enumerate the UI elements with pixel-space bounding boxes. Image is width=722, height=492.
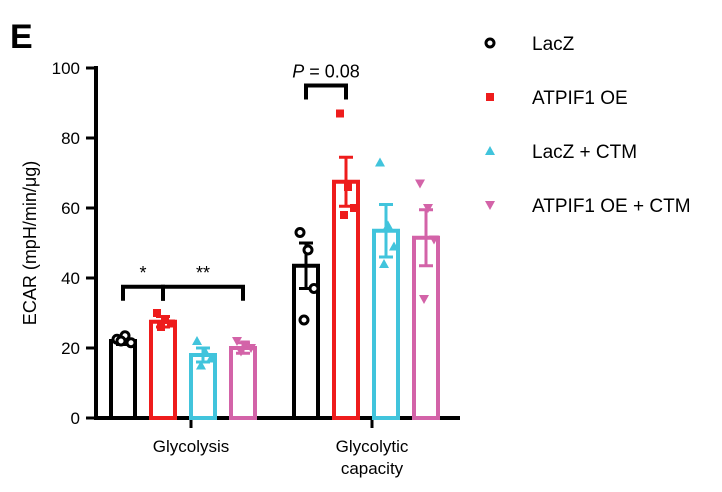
data-point — [157, 323, 165, 331]
data-point — [167, 319, 175, 328]
significance-bracket — [161, 284, 245, 301]
x-tick-label: Glycolysis — [153, 437, 230, 456]
significance-annotations: * **P = 0.08 — [121, 62, 360, 301]
significance-label-rest: = 0.08 — [304, 62, 360, 82]
y-axis-label: ECAR (mpH/min/μg) — [20, 161, 40, 325]
data-point — [308, 283, 320, 294]
data-point — [336, 109, 344, 118]
y-tick-label: 40 — [61, 269, 80, 288]
data-point — [415, 179, 425, 189]
legend-marker — [485, 146, 495, 155]
data-point — [350, 204, 358, 212]
data-point — [206, 353, 216, 363]
significance-bracket — [304, 83, 348, 100]
data-point — [236, 347, 246, 357]
x-tick-label: capacity — [341, 459, 404, 478]
data-point — [153, 309, 161, 317]
axes: 0 20 40 60 80 100 ECAR (mpH/min/μg) Glycolysis G… — [20, 59, 460, 478]
bar — [372, 228, 400, 420]
significance-label-italic: P — [292, 62, 304, 82]
y-tick-label: 0 — [71, 409, 80, 428]
data-point — [419, 295, 429, 304]
data-point — [375, 157, 385, 167]
significance-label: * — [139, 263, 146, 283]
data-point — [429, 235, 439, 245]
data-point — [192, 336, 202, 345]
panel-label: E — [10, 18, 33, 56]
legend-marker — [485, 201, 495, 210]
data-point — [423, 204, 433, 213]
y-tick-label: 100 — [52, 59, 80, 78]
data-points — [111, 109, 439, 370]
significance-label: P = 0.08 — [292, 62, 360, 82]
data-point — [200, 346, 210, 356]
y-tick-label: 60 — [61, 199, 80, 218]
legend-label: ATPIF1 OE + CTM — [532, 196, 691, 217]
legend-label: LacZ + CTM — [532, 142, 637, 163]
data-point — [294, 227, 306, 238]
bar — [229, 346, 257, 420]
legend-label: LacZ — [532, 34, 575, 55]
data-point — [344, 183, 352, 191]
legend-marker — [484, 37, 496, 49]
data-point — [161, 316, 169, 324]
bar — [149, 319, 177, 420]
data-point — [340, 211, 348, 219]
data-point — [232, 337, 242, 346]
data-point — [379, 259, 389, 268]
significance-label: ** — [196, 263, 210, 283]
data-point — [302, 244, 314, 256]
data-point — [383, 220, 393, 230]
data-point — [115, 335, 127, 347]
x-tick-label: Glycolytic — [336, 437, 409, 456]
data-point — [389, 241, 399, 251]
bar — [109, 339, 137, 420]
y-tick-label: 80 — [61, 129, 80, 148]
data-point — [196, 360, 206, 370]
y-tick-label: 20 — [61, 339, 80, 358]
significance-bracket — [121, 284, 165, 301]
data-point — [240, 340, 250, 350]
data-point — [298, 314, 310, 326]
data-point — [246, 344, 256, 353]
legend-marker — [486, 93, 494, 101]
legend-label: ATPIF1 OE — [532, 88, 628, 109]
legend: LacZ ATPIF1 OE LacZ + CTM ATPIF1 OE + CTM — [484, 34, 691, 217]
data-point — [125, 337, 137, 349]
